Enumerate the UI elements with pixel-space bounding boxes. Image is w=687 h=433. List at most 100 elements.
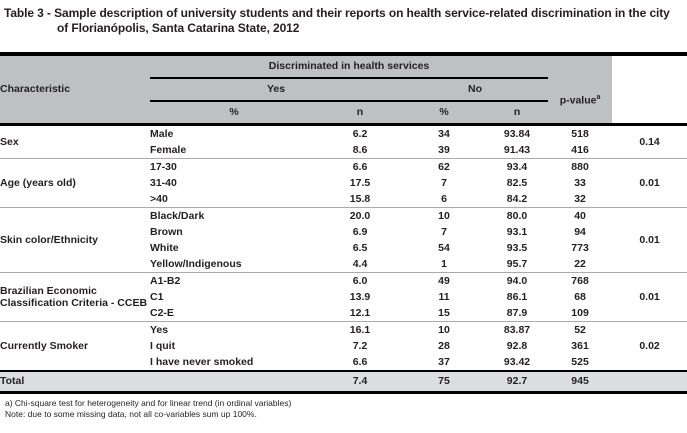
yes-n-cell: 54: [438, 241, 450, 254]
header-row-3: % n % n: [0, 100, 687, 125]
category-cell: I have never smoked: [150, 355, 254, 368]
yes-n-cell: 10: [438, 209, 450, 222]
no-n-cell: 32: [574, 192, 586, 205]
no-percent-cell: 92.8: [506, 339, 528, 352]
no-percent-cell: 80.0: [506, 209, 528, 222]
characteristic-cell: Currently Smoker: [0, 339, 89, 352]
no-percent-cell: 93.1: [506, 225, 528, 238]
no-n-cell: 22: [574, 257, 586, 270]
yes-n-cell: 6: [441, 192, 447, 205]
yes-n-cell: 11: [438, 290, 450, 303]
yes-n-cell: 7: [441, 225, 447, 238]
yes-n-cell: 39: [438, 143, 450, 156]
column-header-no: No: [402, 77, 549, 102]
table-row: Currently Smoker Yes 16.1 10 83.87 52 0.02: [0, 321, 687, 352]
column-header-yes-n: n: [318, 100, 402, 125]
sample-description-table: Characteristic Discriminated in health s…: [0, 51, 687, 394]
no-percent-cell: 93.4: [506, 160, 528, 173]
category-cell: Black/Dark: [150, 209, 205, 222]
no-n-cell: 109: [571, 306, 589, 319]
yes-n-cell: 10: [438, 323, 450, 336]
no-n-cell: 94: [574, 225, 586, 238]
yes-percent-cell: 15.8: [349, 192, 371, 205]
header-spacer-cell: [548, 53, 613, 78]
characteristic-cell: Age (years old): [0, 176, 76, 189]
category-cell: I quit: [150, 339, 176, 352]
no-n-cell: 33: [574, 176, 586, 189]
footnote-note: Note: due to some missing data, not all …: [5, 408, 257, 419]
table-row: Age (years old) 17-30 6.6 62 93.4 880 0.01: [0, 158, 687, 189]
no-percent-cell: 86.1: [506, 290, 528, 303]
no-percent-cell: 83.87: [503, 323, 531, 336]
table-row: I have never smoked 6.6 37 93.42 525: [0, 354, 687, 371]
yes-n-cell: 34: [438, 127, 450, 140]
yes-percent-cell: 16.1: [349, 323, 371, 336]
table-row: I quit 7.2 28 92.8 361: [0, 338, 687, 354]
category-cell: Yes: [150, 323, 169, 336]
yes-percent-cell: 8.6: [352, 143, 368, 156]
table-row: Yellow/Indigenous 4.4 1 95.7 22: [0, 256, 687, 273]
table-row: Skin color/Ethnicity Black/Dark 20.0 10 80.0…: [0, 207, 687, 246]
yes-n-cell: 37: [438, 355, 450, 368]
p-value-cell: 0.14: [639, 135, 660, 148]
characteristic-cell: Brazilian Economic Classification Criter…: [0, 284, 148, 309]
p-value-cell: 0.01: [639, 290, 660, 303]
no-percent-cell: 84.2: [506, 192, 528, 205]
category-cell: >40: [150, 192, 168, 205]
total-label-cell: Total: [0, 375, 25, 388]
column-header-no-percent: %: [402, 100, 486, 125]
no-percent-cell: 82.5: [506, 176, 528, 189]
total-pvalue-empty-cell: [612, 371, 687, 393]
column-header-discriminated: Discriminated in health services: [150, 53, 549, 79]
category-cell: Female: [150, 143, 187, 156]
no-percent-cell: 93.42: [503, 355, 531, 368]
no-percent-cell: 93.5: [506, 241, 528, 254]
column-header-characteristic: Characteristic: [0, 53, 150, 125]
no-n-cell: 518: [571, 127, 589, 140]
category-cell: C2-E: [150, 306, 174, 319]
category-cell: 17-30: [150, 160, 177, 173]
footnotes: a) Chi-square test for heterogeneity and…: [0, 394, 687, 420]
no-percent-cell: 93.84: [503, 127, 531, 140]
table-row: Brown 6.9 7 93.1 94: [0, 224, 687, 240]
column-header-yes-percent: %: [150, 100, 318, 125]
no-n-cell: 416: [571, 143, 589, 156]
table-row: Sex Male 6.2 34 93.84 518 0.14: [0, 124, 687, 148]
table-row: C2-E 12.1 15 87.9 109: [0, 305, 687, 322]
no-n-cell: 880: [571, 160, 589, 173]
no-percent-cell: 95.7: [506, 257, 528, 270]
characteristic-cell: Sex: [0, 135, 19, 148]
no-percent-cell: 94.0: [506, 274, 528, 287]
table-header: Characteristic Discriminated in health s…: [0, 53, 687, 125]
table-title: Table 3 - Sample description of universi…: [4, 6, 670, 36]
column-header-pvalue: p-valuea: [548, 77, 613, 125]
yes-percent-cell: 13.9: [349, 290, 371, 303]
pvalue-label: p-value: [559, 94, 597, 107]
yes-percent-cell: 12.1: [349, 306, 371, 319]
total-no-percent-cell: 92.7: [506, 375, 528, 388]
no-n-cell: 768: [571, 274, 589, 287]
no-n-cell: 52: [574, 323, 586, 336]
table-row: White 6.5 54 93.5 773: [0, 240, 687, 256]
yes-percent-cell: 17.5: [349, 176, 371, 189]
no-n-cell: 68: [574, 290, 586, 303]
yes-n-cell: 49: [438, 274, 450, 287]
total-yes-n-cell: 75: [438, 375, 450, 388]
header-row-1: Characteristic Discriminated in health s…: [0, 53, 687, 125]
yes-n-cell: 62: [438, 160, 450, 173]
table-row: >40 15.8 6 84.2 32: [0, 191, 687, 208]
category-cell: Brown: [150, 225, 183, 238]
column-header-yes: Yes: [150, 77, 402, 102]
table-body: Sex Male 6.2 34 93.84 518 0.14 Female 8.6 39 91.43…: [0, 124, 687, 371]
table-row: Brazilian Economic Classification Criter…: [0, 272, 687, 309]
yes-n-cell: 1: [441, 257, 447, 270]
category-cell: C1: [150, 290, 164, 303]
no-percent-cell: 91.43: [503, 143, 531, 156]
total-yes-percent-cell: 7.4: [352, 375, 368, 388]
no-n-cell: 773: [571, 241, 589, 254]
yes-percent-cell: 6.2: [352, 127, 368, 140]
pvalue-footnote-marker: a: [596, 93, 601, 101]
category-cell: Yellow/Indigenous: [150, 257, 242, 270]
yes-percent-cell: 6.0: [352, 274, 368, 287]
